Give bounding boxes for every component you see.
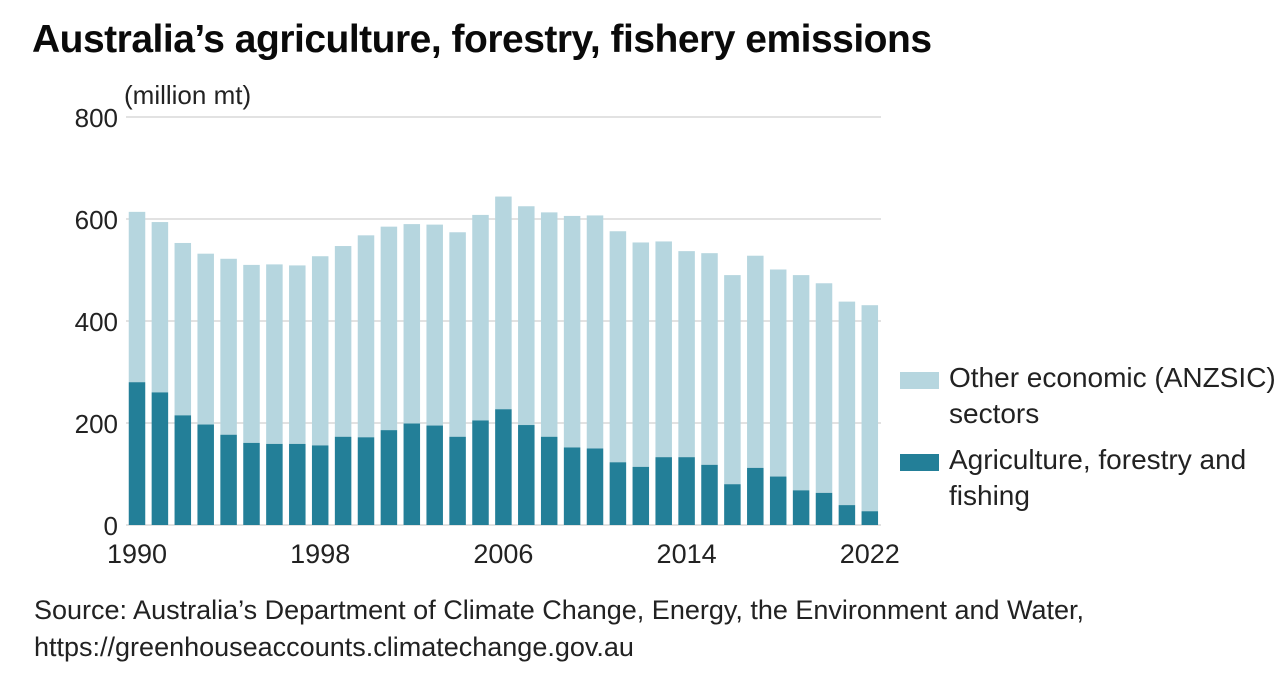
bar-agriculture-1996 [266,443,283,525]
chart-title: Australia’s agriculture, forestry, fishe… [32,18,932,61]
legend: Other economic (ANZSIC) sectors Agricult… [900,360,1279,524]
bar-other-sectors-2021 [838,301,856,506]
x-tick-label: 1990 [107,539,167,569]
bar-agriculture-1999 [334,436,352,525]
bar-other-sectors-2005 [472,214,489,421]
bar-other-sectors-2007 [518,206,535,426]
bar-agriculture-1991 [151,392,169,525]
bar-agriculture-2009 [563,447,581,525]
bar-agriculture-2012 [632,466,650,525]
bar-agriculture-1995 [243,442,260,525]
bar-other-sectors-2009 [563,215,581,448]
legend-item-agriculture: Agriculture, forestry and fishing [900,442,1279,514]
bar-agriculture-2004 [449,436,466,525]
bar-agriculture-2014 [678,457,695,525]
x-axis-ticks: 1990 1998 2006 2014 2022 [107,539,900,569]
bar-agriculture-2015 [701,464,718,525]
bar-agriculture-2020 [815,492,833,525]
bar-other-sectors-2020 [815,283,833,493]
bar-other-sectors-1992 [174,242,192,416]
bar-other-sectors-2022 [861,305,879,512]
bar-other-sectors-1995 [243,264,260,443]
bar-other-sectors-2010 [586,215,604,449]
bar-agriculture-1994 [220,434,237,525]
y-axis-ticks: 0 200 400 600 800 [75,103,118,541]
x-tick-label: 2022 [840,539,900,569]
bar-other-sectors-2003 [426,224,443,426]
x-tick-label: 2006 [473,539,533,569]
x-tick-label: 1998 [290,539,350,569]
bar-other-sectors-1991 [151,222,169,393]
bar-agriculture-1997 [289,443,306,525]
y-tick-label: 0 [104,511,118,541]
bar-other-sectors-1994 [220,258,237,435]
x-tick-label: 2014 [657,539,717,569]
bar-agriculture-2000 [357,437,375,525]
bar-other-sectors-2011 [609,231,627,463]
y-tick-label: 400 [75,307,118,337]
bar-agriculture-1998 [311,445,329,525]
bar-other-sectors-1996 [266,264,283,444]
bar-other-sectors-2004 [449,232,466,437]
bar-agriculture-2018 [769,476,787,525]
legend-label-other-sectors: Other economic (ANZSIC) sectors [949,362,1276,429]
bar-other-sectors-1993 [197,253,214,425]
legend-item-other-sectors: Other economic (ANZSIC) sectors [900,360,1279,432]
bar-other-sectors-1990 [128,211,146,383]
bar-other-sectors-2015 [701,253,718,465]
bar-agriculture-2008 [540,436,558,525]
bar-agriculture-2016 [724,484,741,525]
bar-agriculture-1992 [174,415,192,525]
bar-agriculture-2019 [792,490,810,525]
bar-agriculture-2007 [518,425,535,525]
bar-other-sectors-2017 [747,255,764,468]
bar-agriculture-2010 [586,448,604,525]
bar-other-sectors-2001 [380,226,398,431]
bar-agriculture-1993 [197,424,214,525]
y-tick-label: 200 [75,409,118,439]
bar-other-sectors-1998 [311,256,329,446]
legend-label-agriculture: Agriculture, forestry and fishing [949,444,1247,511]
y-tick-label: 600 [75,205,118,235]
bar-other-sectors-2008 [540,212,558,437]
bar-agriculture-2006 [495,409,512,525]
source-note: Source: Australia’s Department of Climat… [34,595,1085,662]
legend-swatch-other-sectors [900,372,939,389]
bar-other-sectors-2016 [724,275,741,485]
bar-other-sectors-2019 [792,275,810,491]
bar-agriculture-2013 [655,457,672,525]
legend-swatch-agriculture [900,454,939,471]
y-tick-label: 800 [75,103,118,133]
bar-agriculture-2003 [426,425,443,525]
bar-agriculture-2022 [861,511,879,525]
bar-other-sectors-2006 [495,196,512,410]
bar-agriculture-2011 [609,462,627,525]
bar-agriculture-2001 [380,430,398,525]
y-axis-unit-label: (million mt) [124,80,252,110]
bars [128,196,879,525]
bar-other-sectors-1997 [289,265,306,444]
bar-other-sectors-2000 [357,235,375,438]
bar-agriculture-1990 [128,382,146,525]
bar-other-sectors-2012 [632,242,650,467]
bar-other-sectors-2014 [678,251,695,458]
bar-agriculture-2002 [403,423,421,525]
bar-other-sectors-2013 [655,241,672,458]
bar-other-sectors-2018 [769,269,787,477]
bar-other-sectors-2002 [403,224,421,424]
bar-agriculture-2005 [472,420,489,525]
bar-agriculture-2021 [838,505,856,525]
bar-agriculture-2017 [747,467,764,525]
bar-other-sectors-1999 [334,246,352,437]
